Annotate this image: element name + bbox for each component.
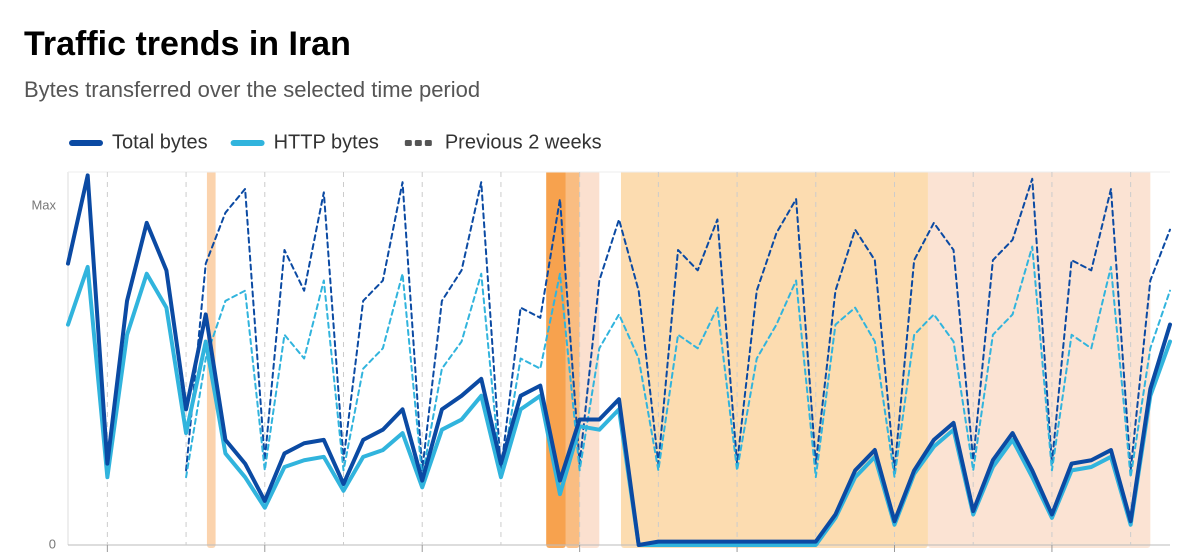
- highlight-band: [620, 172, 928, 545]
- legend-swatch: [424, 140, 432, 146]
- legend-label: HTTP bytes: [274, 131, 379, 153]
- legend-swatch: [404, 140, 412, 146]
- legend-label: Previous 2 weeks: [445, 131, 602, 153]
- legend-swatch: [414, 140, 422, 146]
- previous-line: [185, 245, 1171, 479]
- legend-label: Total bytes: [112, 131, 208, 153]
- chart-title: Traffic trends in Iran: [24, 25, 351, 63]
- series-line: [66, 173, 1172, 547]
- previous-line: [185, 177, 1171, 472]
- highlight-band: [579, 172, 600, 545]
- y-tick-label: Max: [31, 197, 56, 212]
- y-tick-label: 0: [49, 536, 56, 551]
- chart-subtitle: Bytes transferred over the selected time…: [24, 77, 480, 102]
